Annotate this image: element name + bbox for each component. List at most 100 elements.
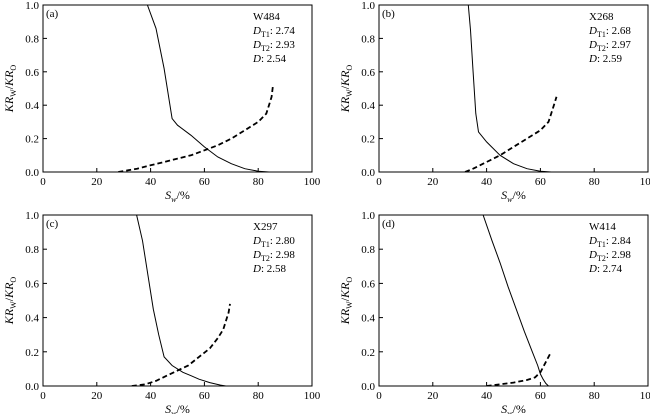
param-subscript: T1 [261,30,270,39]
y-axis-separator: / [338,85,352,89]
param-value: 2.58 [267,263,287,275]
water-relperm-curve [118,85,274,172]
y-tick-label: 0.8 [361,33,375,45]
param-value: 2.54 [267,53,287,65]
water-relperm-curve [464,96,558,172]
param-symbol: D [252,25,261,37]
y-tick-label: 0.0 [361,167,375,179]
y-tick-label: 0.6 [361,278,375,290]
y-tick-label: 0.4 [361,313,375,325]
param-symbol: D [252,235,261,247]
x-tick-label: 40 [481,390,493,402]
y-axis-label: KRW/KRO [2,65,18,114]
param-symbol: D [252,53,261,65]
y-axis-numerator: KR [338,308,352,325]
x-axis-subscript: w [507,195,513,204]
x-tick-label: 0 [40,390,46,402]
param-subscript: T2 [597,44,606,53]
y-axis-numerator-subscript: W [345,89,354,97]
y-tick-label: 0.0 [361,381,375,393]
x-tick-label: 100 [640,390,650,402]
param-separator: : [270,249,276,261]
y-tick-label: 0.2 [25,347,39,359]
param-value: 2.68 [612,25,632,37]
param-separator: : [606,25,612,37]
x-tick-label: 0 [40,176,46,188]
chart-panel-d: 0204060801000.00.20.40.60.81.0(d)W414DT1… [338,210,650,414]
panel-label: (b) [382,8,395,20]
fractal-dimension-label: DT1: 2.80 [252,235,295,249]
x-tick-label: 0 [376,176,382,188]
fractal-dimension-label: D: 2.74 [588,263,623,275]
y-axis-denominator-subscript: O [345,277,354,283]
x-axis-label: Sw/% [165,402,190,414]
x-tick-label: 100 [304,390,321,402]
plot-frame [378,4,649,173]
x-tick-label: 40 [145,390,157,402]
y-axis-separator: / [338,297,352,301]
panel-label: (a) [46,8,59,20]
param-subscript: T2 [597,254,606,263]
param-symbol: D [252,249,261,261]
curves [464,5,558,172]
param-symbol: D [588,39,597,51]
param-separator: : [270,235,276,247]
curves [131,215,231,386]
fractal-dimension-label: DT1: 2.84 [588,235,631,249]
y-axis-numerator: KR [338,96,352,113]
water-relperm-curve [131,303,231,386]
param-separator: : [261,263,267,275]
y-axis-numerator-subscript: W [9,89,18,97]
x-tick-label: 100 [640,176,650,188]
y-axis-denominator-subscript: O [345,65,354,71]
param-value: 2.98 [276,249,296,261]
y-tick-label: 0.6 [361,67,375,79]
x-tick-label: 80 [253,390,265,402]
param-separator: : [606,249,612,261]
x-axis-subscript: w [171,409,177,414]
y-axis-label: KRW/KRO [338,65,354,114]
y-tick-label: 0.2 [25,134,39,146]
oil-relperm-curve [146,5,270,172]
param-symbol: D [588,53,597,65]
param-value: 2.74 [603,263,623,275]
y-axis-label: KRW/KRO [338,277,354,326]
param-value: 2.98 [612,249,632,261]
y-tick-label: 0.4 [25,313,39,325]
y-axis-denominator: KR [2,282,16,299]
param-separator: : [597,53,603,65]
x-tick-label: 40 [145,176,157,188]
y-tick-label: 1.0 [361,0,375,12]
panel-label: (c) [46,218,59,230]
x-tick-label: 60 [199,176,211,188]
y-tick-label: 1.0 [361,210,375,222]
x-tick-label: 20 [91,390,103,402]
x-axis-label: Sw/% [501,188,526,204]
x-axis-unit: /% [177,402,190,414]
plot-frame [42,4,313,173]
param-symbol: D [588,263,597,275]
x-tick-label: 60 [199,390,211,402]
y-tick-label: 0.0 [25,167,39,179]
fractal-dimension-label: DT2: 2.93 [252,39,295,53]
param-subscript: T1 [597,30,606,39]
param-separator: : [597,263,603,275]
param-value: 2.93 [276,39,296,51]
param-separator: : [270,25,276,37]
x-axis-label: Sw/% [501,402,526,414]
fractal-dimension-label: D: 2.54 [252,53,287,65]
y-tick-label: 0.4 [361,100,375,112]
param-subscript: T2 [261,254,270,263]
param-symbol: D [252,263,261,275]
param-separator: : [261,53,267,65]
param-subscript: T2 [261,44,270,53]
param-value: 2.84 [612,235,632,247]
curves [118,5,274,172]
x-axis-unit: /% [513,402,526,414]
y-axis-denominator: KR [338,70,352,87]
oil-relperm-curve [136,215,226,386]
x-tick-label: 80 [589,390,601,402]
y-axis-separator: / [2,85,16,89]
